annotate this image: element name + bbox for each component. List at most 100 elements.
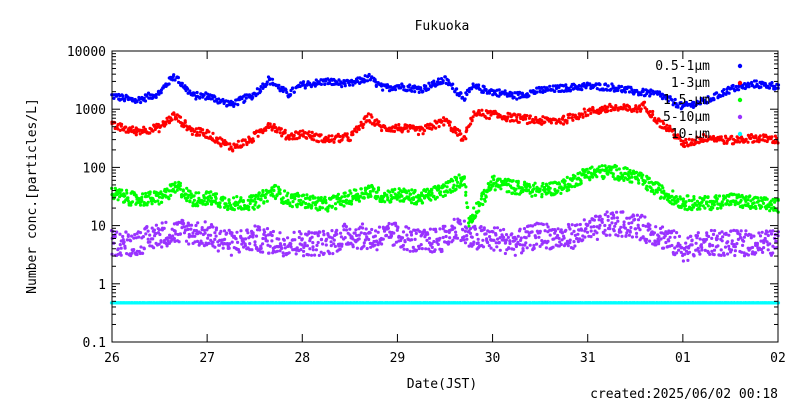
data-point (397, 195, 401, 199)
data-point (755, 241, 760, 245)
data-point (231, 149, 235, 153)
data-point (438, 191, 442, 195)
data-point (489, 246, 493, 250)
data-point (488, 235, 492, 239)
data-point (698, 252, 702, 256)
data-point (771, 197, 775, 201)
data-point (739, 198, 743, 202)
data-point (749, 136, 753, 140)
data-point (330, 301, 334, 305)
data-point (512, 247, 516, 251)
data-point (366, 195, 370, 199)
data-point (270, 77, 275, 81)
data-point (198, 201, 202, 205)
data-point (151, 96, 155, 100)
data-point (465, 237, 469, 241)
data-point (256, 134, 260, 138)
data-point (317, 253, 321, 257)
data-point (185, 186, 189, 190)
data-point (247, 137, 252, 141)
data-point (214, 192, 219, 196)
data-point (184, 239, 189, 243)
data-point (204, 131, 208, 135)
data-point (540, 192, 544, 196)
data-point (213, 231, 217, 235)
data-point (129, 203, 133, 207)
data-point (767, 86, 772, 90)
data-point (586, 113, 590, 117)
data-point (257, 191, 261, 195)
data-point (189, 192, 193, 196)
data-point (636, 178, 641, 182)
data-point (448, 120, 452, 124)
data-point (430, 191, 434, 195)
data-point (258, 228, 262, 232)
data-point (125, 252, 129, 256)
data-point (634, 227, 638, 231)
data-point (333, 202, 338, 206)
data-point (371, 187, 375, 191)
data-point (543, 229, 547, 233)
data-point (124, 125, 128, 129)
data-point (405, 248, 409, 252)
data-point (482, 191, 486, 196)
data-point (703, 195, 707, 199)
data-point (273, 196, 278, 201)
data-point (173, 239, 177, 243)
data-point (305, 244, 309, 248)
data-point (637, 107, 641, 111)
data-point (465, 201, 469, 205)
data-point (121, 94, 125, 98)
data-point (313, 196, 317, 200)
data-point (187, 235, 191, 239)
data-point (263, 195, 267, 200)
data-point (232, 196, 236, 200)
data-point (395, 194, 399, 198)
data-point (559, 191, 563, 195)
data-point (634, 175, 639, 179)
data-point (176, 76, 180, 80)
data-point (756, 248, 761, 252)
data-point (641, 173, 645, 177)
data-point (510, 92, 514, 96)
data-point (742, 235, 747, 239)
data-point (184, 192, 188, 196)
data-point (171, 78, 175, 82)
data-point (361, 226, 365, 230)
data-point (421, 194, 425, 198)
data-point (661, 186, 665, 190)
data-point (118, 232, 122, 236)
data-point (308, 239, 312, 243)
data-point (758, 134, 762, 138)
data-point (535, 242, 539, 246)
data-point (738, 140, 742, 144)
data-point (634, 231, 639, 235)
data-point (611, 174, 615, 179)
data-point (122, 194, 126, 198)
data-point (329, 244, 333, 248)
data-point (410, 89, 414, 93)
data-point (764, 207, 769, 211)
data-point (506, 182, 510, 186)
data-point (621, 210, 625, 214)
data-point (443, 75, 447, 79)
data-point (684, 249, 689, 253)
data-point (733, 89, 737, 93)
data-point (376, 230, 380, 234)
data-point (706, 204, 710, 208)
data-point (156, 122, 160, 127)
data-point (463, 241, 468, 245)
data-point (762, 246, 766, 250)
data-point (487, 91, 492, 95)
data-point (718, 231, 722, 235)
data-point (511, 179, 515, 183)
data-point (640, 213, 644, 217)
data-point (603, 164, 607, 168)
data-point (170, 118, 174, 122)
data-point (548, 84, 552, 88)
data-point (613, 224, 617, 228)
data-point (662, 246, 666, 250)
data-point (343, 222, 347, 226)
data-point (606, 109, 610, 113)
data-point (255, 87, 259, 91)
